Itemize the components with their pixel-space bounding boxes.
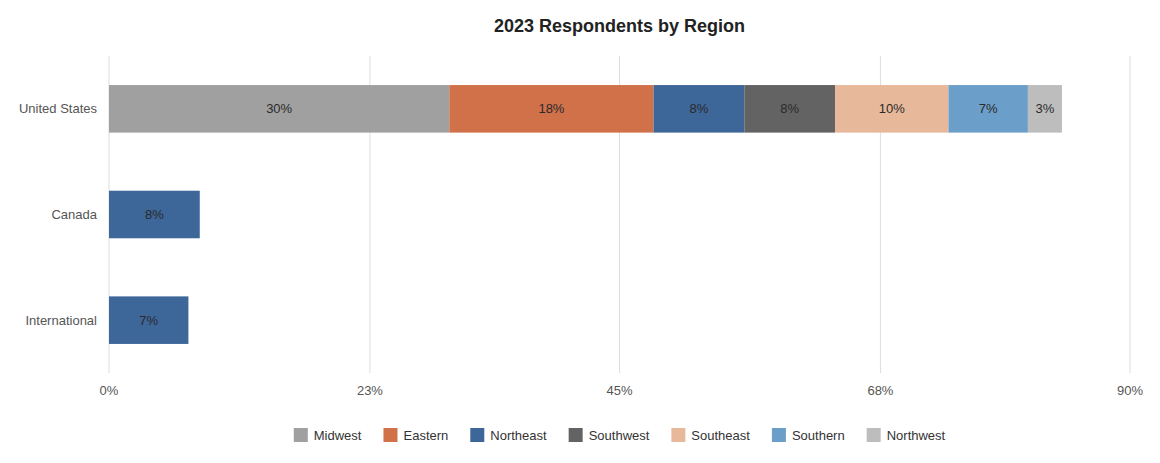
bar-segment xyxy=(199,191,200,239)
data-label: 8% xyxy=(690,101,709,116)
title: 2023 Respondents by Region xyxy=(494,16,745,36)
legend-swatch xyxy=(294,428,308,442)
data-label: 7% xyxy=(979,101,998,116)
bars xyxy=(109,85,1062,344)
bar-segment xyxy=(199,191,200,239)
data-label: 8% xyxy=(780,101,799,116)
bar-segment xyxy=(948,85,1027,133)
legend-label: Southwest xyxy=(589,428,650,443)
legend-label: Northeast xyxy=(490,428,547,443)
bar-segment xyxy=(1028,85,1062,133)
bar-segment xyxy=(188,296,189,344)
x-tick-label: 0% xyxy=(100,383,119,398)
bar-segment xyxy=(109,296,188,344)
legend-label: Southeast xyxy=(691,428,750,443)
legend-label: Eastern xyxy=(403,428,448,443)
data-label: 7% xyxy=(139,313,158,328)
grid xyxy=(109,56,1130,373)
legend: Midwest Eastern Northeast Southwest Southeas… xyxy=(294,428,946,443)
chart: 2023 Respondents by Region 0% 23% 45% 68% 90%… xyxy=(0,0,1160,463)
bar-segment xyxy=(199,191,200,239)
data-label: 8% xyxy=(145,207,164,222)
legend-swatch xyxy=(470,428,484,442)
x-tick-label: 90% xyxy=(1117,383,1143,398)
x-tick-label: 68% xyxy=(867,383,893,398)
x-tick-label: 45% xyxy=(606,383,632,398)
legend-label: Midwest xyxy=(314,428,362,443)
bar-segment xyxy=(449,85,653,133)
bar-segment xyxy=(835,85,948,133)
legend-swatch xyxy=(383,428,397,442)
data-labels: 30% 18% 8% 8% 7% 8% 10% 7% 3% xyxy=(139,101,1054,327)
legend-swatch xyxy=(867,428,881,442)
bar-segment xyxy=(654,85,745,133)
grid-line xyxy=(1130,56,1131,373)
legend-swatch xyxy=(569,428,583,442)
data-label: 30% xyxy=(266,101,292,116)
bar-segment xyxy=(188,296,189,344)
legend-swatch xyxy=(772,428,786,442)
bar-segment xyxy=(188,296,189,344)
bar-segment xyxy=(744,85,835,133)
y-tick-label: International xyxy=(25,313,97,328)
bar-segment xyxy=(109,191,200,239)
legend-label: Northwest xyxy=(887,428,946,443)
x-tick-label: 23% xyxy=(357,383,383,398)
y-tick-label: United States xyxy=(19,101,98,116)
bar-segment xyxy=(109,85,449,133)
y-tick-label: Canada xyxy=(51,207,97,222)
data-label: 18% xyxy=(538,101,564,116)
legend-swatch xyxy=(671,428,685,442)
bar-segment xyxy=(188,296,189,344)
bar-segment xyxy=(199,191,200,239)
data-label: 10% xyxy=(879,101,905,116)
legend-label: Southern xyxy=(792,428,845,443)
data-label: 3% xyxy=(1036,101,1055,116)
